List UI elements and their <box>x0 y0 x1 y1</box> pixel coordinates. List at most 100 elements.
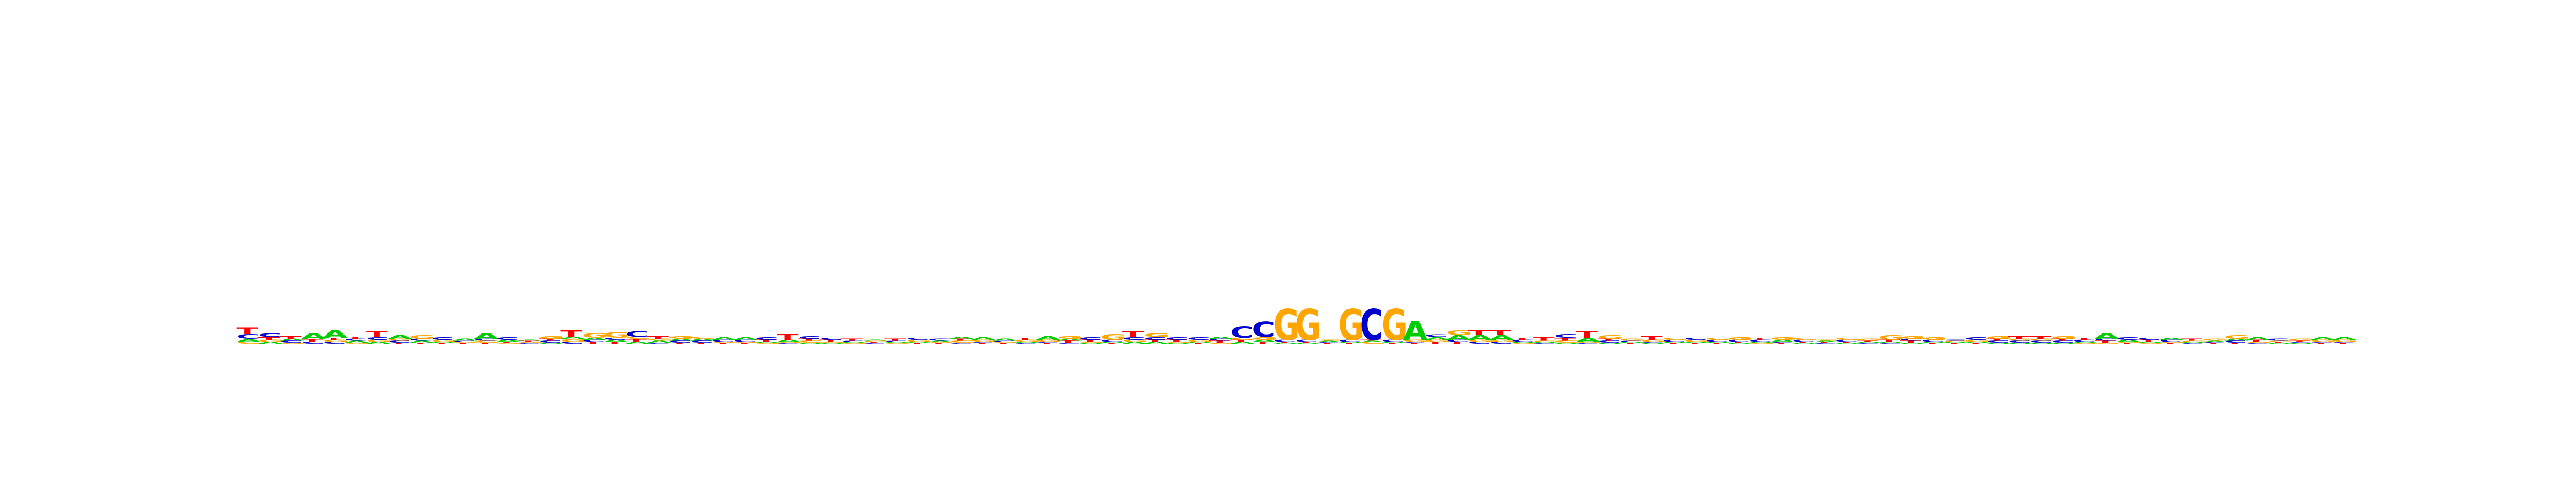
logo-letter-G: G <box>2267 340 2293 342</box>
logo-letter-C: C <box>1965 336 1988 341</box>
logo-letter-C: C <box>1274 339 1297 343</box>
logo-letter-G: G <box>323 339 349 343</box>
logo-letter-A: A <box>539 343 564 344</box>
logo-letter-T: T <box>1511 337 1533 340</box>
logo-letter-T: T <box>625 338 647 343</box>
logo-letter-A: A <box>971 336 996 341</box>
logo-letter-G: G <box>1403 339 1429 343</box>
logo-letter-T: T <box>1187 343 1209 344</box>
logo-letter-A: A <box>712 336 736 341</box>
logo-letter-A: A <box>560 336 586 339</box>
logo-letter-A: A <box>1813 340 1839 342</box>
logo-letter-T: T <box>431 343 453 344</box>
logo-letter-G: G <box>1921 336 1948 341</box>
logo-letter-A: A <box>2051 343 2076 344</box>
logo-letter-T: T <box>495 342 517 343</box>
logo-letter-G: G <box>345 343 371 344</box>
logo-letter-C: C <box>560 341 584 344</box>
logo-letter-C: C <box>1187 336 1211 341</box>
logo-letter-C: C <box>409 338 433 342</box>
logo-letter-T: T <box>604 341 626 344</box>
logo-letter-C: C <box>1533 343 1556 344</box>
logo-letter-G: G <box>1057 335 1084 340</box>
logo-letter-G: G <box>1338 301 1364 350</box>
logo-letter-T: T <box>1900 340 1922 344</box>
logo-letter-C: C <box>1424 333 1448 338</box>
logo-letter-C: C <box>1662 339 1686 343</box>
logo-letter-A: A <box>258 341 283 344</box>
logo-letter-T: T <box>387 343 409 344</box>
logo-letter-C: C <box>1792 339 1816 343</box>
logo-letter-A: A <box>2310 336 2335 341</box>
logo-letter-T: T <box>884 338 906 342</box>
logo-letter-T: T <box>647 335 669 340</box>
logo-letter-C: C <box>1014 343 1038 344</box>
logo-letter-C: C <box>2116 336 2140 341</box>
logo-letter-G: G <box>690 336 716 339</box>
logo-letter-G: G <box>1511 343 1537 344</box>
logo-letter-G: G <box>560 338 587 343</box>
logo-letter-G: G <box>1252 336 1278 341</box>
logo-letter-C: C <box>2310 342 2334 343</box>
logo-letter-G: G <box>1770 336 1797 341</box>
logo-letter-C: C <box>1252 317 1275 342</box>
logo-letter-A: A <box>1446 334 1472 342</box>
logo-letter-T: T <box>301 338 323 343</box>
logo-letter-T: T <box>669 343 691 344</box>
logo-letter-A: A <box>1965 342 1990 343</box>
logo-letter-A: A <box>323 328 348 340</box>
logo-letter-A: A <box>1986 343 2011 344</box>
logo-letter-C: C <box>2289 342 2312 343</box>
logo-letter-C: C <box>1381 339 1405 343</box>
logo-letter-G: G <box>1576 342 1602 343</box>
logo-letter-A: A <box>1057 338 1082 342</box>
logo-letter-T: T <box>1446 341 1468 344</box>
logo-letter-C: C <box>928 338 952 342</box>
logo-letter-C: C <box>1576 343 1599 344</box>
logo-letter-A: A <box>1727 343 1752 344</box>
logo-letter-C: C <box>2138 337 2161 340</box>
logo-letter-G: G <box>949 340 976 344</box>
logo-letter-C: C <box>582 339 605 343</box>
logo-letter-C: C <box>712 339 735 343</box>
logo-letter-G: G <box>2094 343 2120 344</box>
logo-letter-G: G <box>236 341 262 344</box>
logo-letter-T: T <box>1381 343 1403 344</box>
logo-letter-T: T <box>863 342 885 343</box>
logo-letter-A: A <box>1144 341 1169 344</box>
logo-letter-C: C <box>1230 323 1254 342</box>
logo-letter-T: T <box>2289 340 2311 342</box>
logo-letter-G: G <box>539 335 565 340</box>
logo-letter-A: A <box>992 338 1018 342</box>
logo-letter-T: T <box>2008 335 2030 340</box>
logo-letter-C: C <box>1036 342 1059 343</box>
logo-letter-C: C <box>1511 339 1534 343</box>
logo-letter-T: T <box>2202 343 2224 344</box>
logo-letter-G: G <box>1965 339 1991 343</box>
logo-letter-A: A <box>452 338 478 342</box>
